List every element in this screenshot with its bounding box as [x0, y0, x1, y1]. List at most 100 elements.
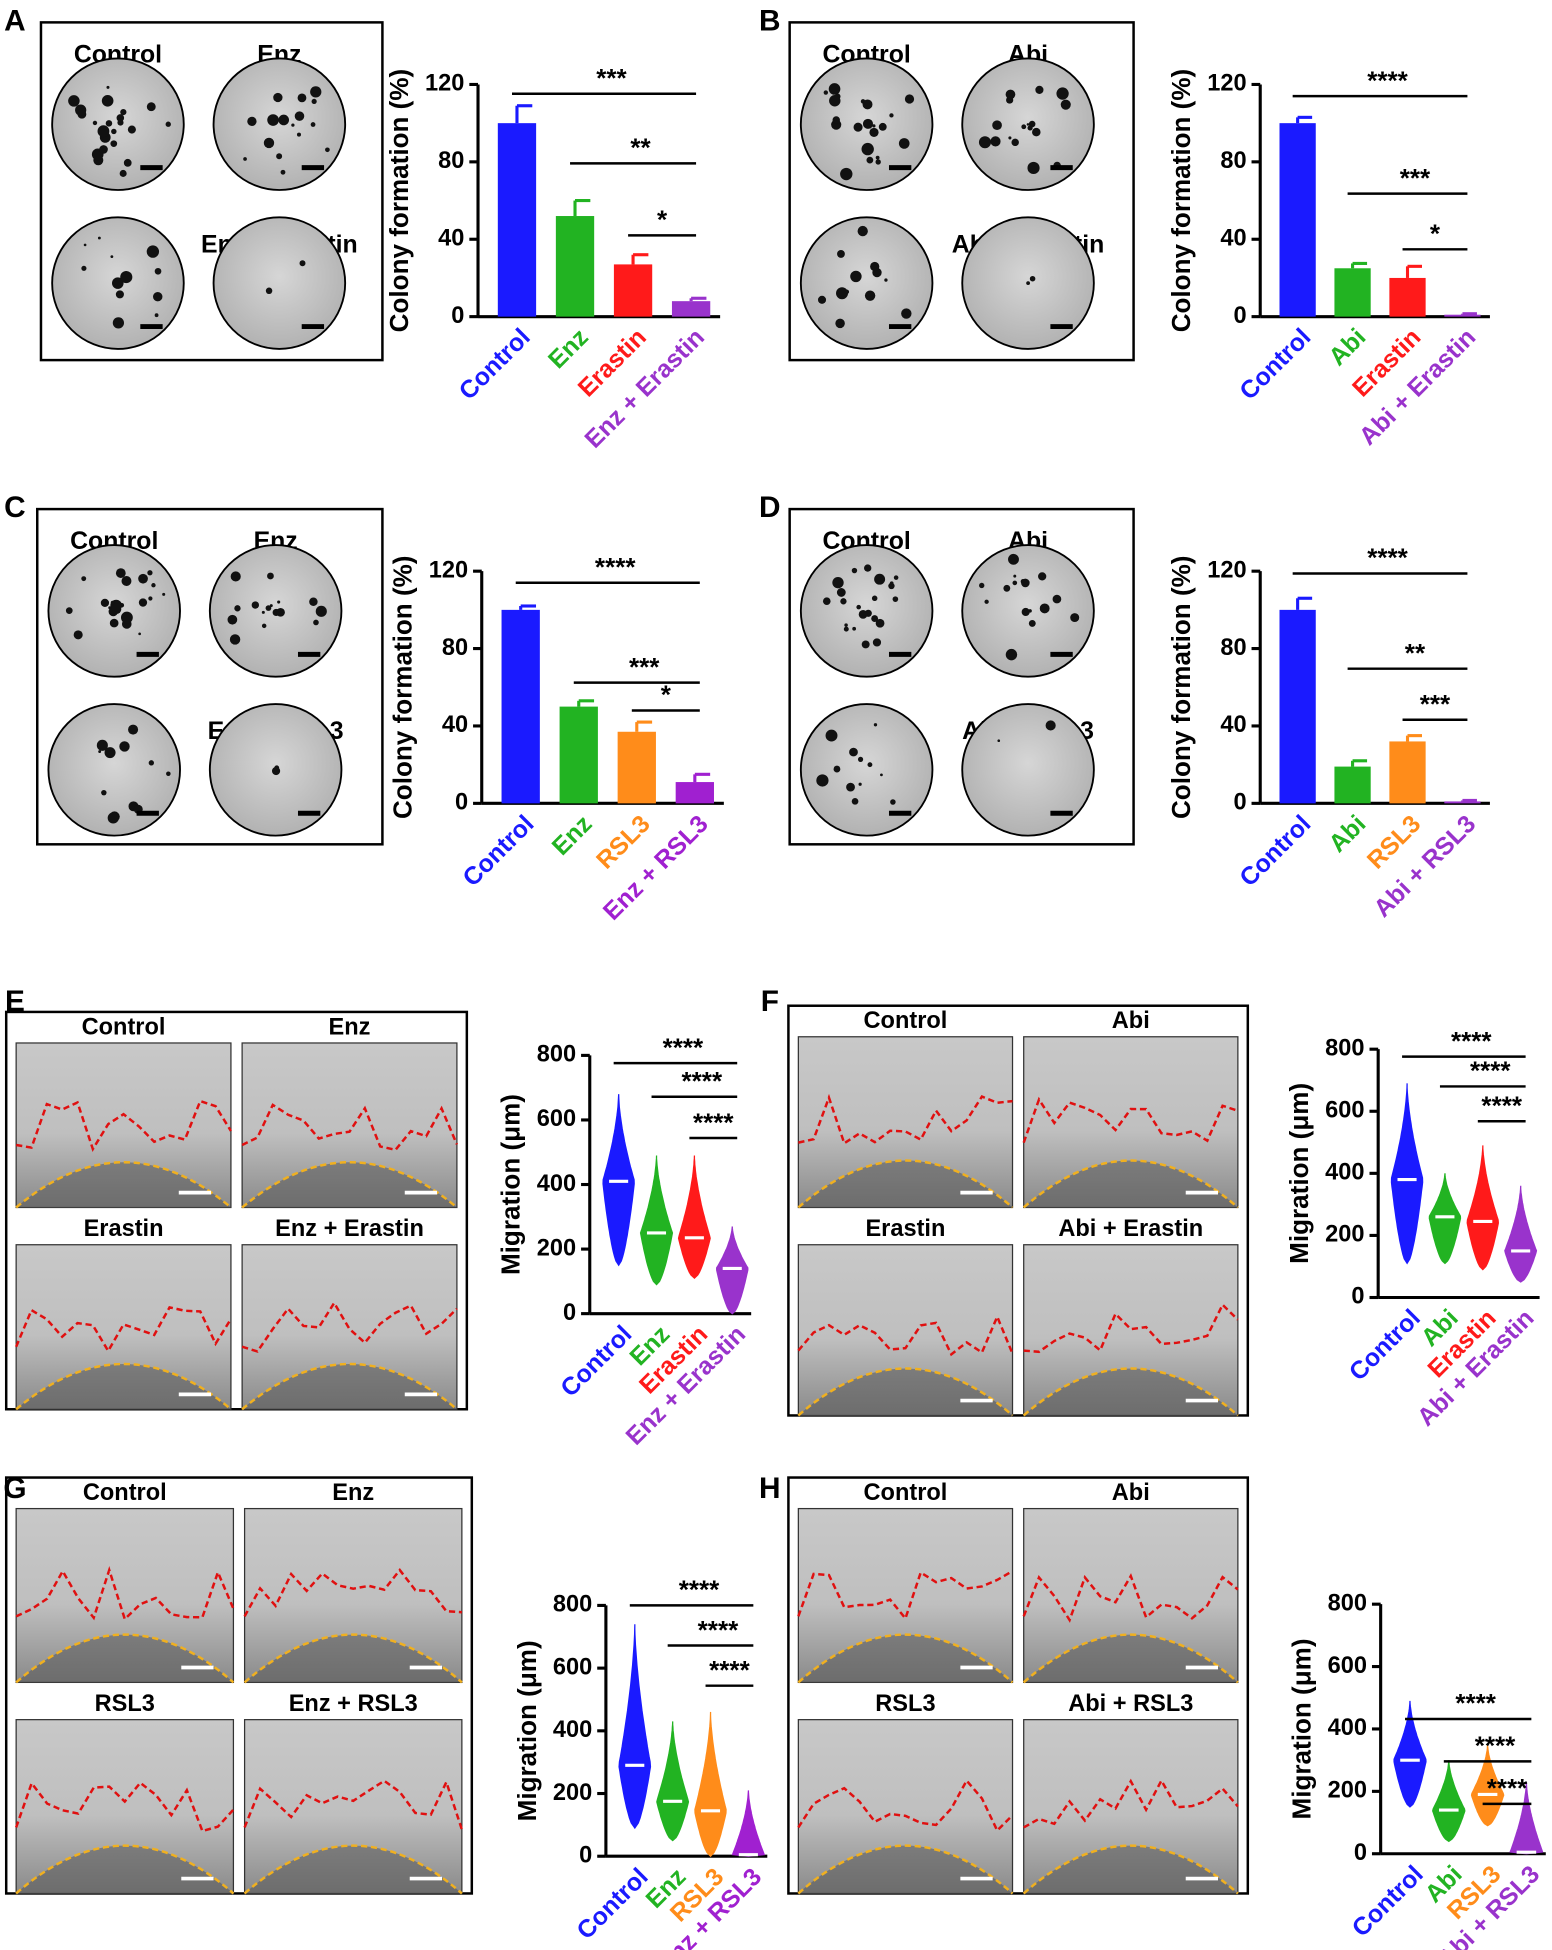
migration-front [14, 1305, 232, 1354]
colony-dot [1028, 120, 1036, 128]
colony-dot [110, 255, 114, 258]
y-tick-label: 800 [553, 1591, 592, 1617]
colony-dot [1060, 99, 1071, 110]
panel-letter: C [4, 491, 26, 524]
colony-dot [1027, 161, 1040, 175]
y-axis-label: Colony formation (%) [388, 556, 418, 820]
y-tick-label: 120 [1207, 70, 1246, 96]
colony-dot [97, 236, 101, 240]
significance-label: * [1430, 219, 1441, 249]
image-label: Abi [1112, 1479, 1150, 1505]
x-tick-label: Control [458, 811, 540, 893]
colony-dot [979, 582, 985, 589]
colony-dot [111, 128, 117, 135]
migration-front [241, 1103, 459, 1152]
colony-dot [858, 782, 862, 786]
colony-dot [1008, 553, 1019, 565]
x-tick-label: Control [454, 324, 536, 406]
colony-dot [869, 127, 879, 138]
colony-dot [325, 147, 330, 153]
colony-dot [997, 739, 1001, 743]
y-tick-label: 400 [553, 1716, 592, 1742]
y-tick-label: 200 [1325, 1221, 1364, 1247]
colony-dot [110, 600, 115, 605]
significance-label: **** [1481, 1090, 1522, 1120]
bar [1334, 268, 1371, 317]
colony-dot [872, 124, 876, 128]
bar [497, 123, 537, 317]
y-tick-label: 600 [537, 1105, 576, 1131]
colony-dot [313, 619, 319, 626]
colony-dot [852, 626, 857, 631]
colony-dot [296, 132, 301, 137]
image-label: Erastin [84, 1215, 164, 1241]
colony-dot [154, 267, 162, 275]
colony-dot [844, 289, 850, 294]
violin [1466, 1145, 1499, 1271]
colony-dot [227, 614, 238, 625]
colony-dot [1008, 136, 1012, 140]
origin-line [243, 1633, 463, 1684]
bar [1389, 741, 1426, 804]
y-tick-label: 120 [425, 70, 464, 96]
colony-dot [840, 167, 853, 181]
colony-dot [856, 604, 861, 610]
origin-line [15, 1161, 232, 1209]
significance-label: **** [693, 1107, 734, 1137]
migration-front [14, 1780, 235, 1833]
origin-line [15, 1362, 232, 1411]
colony-dot [154, 313, 159, 318]
image-label: Control [864, 1007, 948, 1033]
colony-dot [138, 598, 148, 607]
colony-dot [868, 125, 872, 129]
colony-dot [243, 157, 247, 161]
significance-label: *** [596, 63, 627, 93]
colony-dot [278, 114, 290, 126]
colony-dot [864, 290, 876, 301]
bar [555, 216, 595, 317]
bar [1279, 123, 1316, 317]
colony-dot [273, 92, 283, 103]
image-label: RSL3 [95, 1690, 155, 1716]
colony-dot [837, 250, 845, 258]
colony-dot [1056, 87, 1069, 100]
significance-label: ** [1405, 638, 1426, 668]
colony-dot [112, 277, 124, 289]
violin [1432, 1760, 1466, 1843]
image-frame [788, 507, 1135, 846]
significance-label: **** [595, 552, 636, 582]
panel-letter: G [3, 1472, 26, 1505]
colony-dot [849, 747, 858, 757]
bar [559, 706, 598, 804]
colony-dot [294, 111, 305, 121]
colony-dot [1045, 720, 1056, 731]
image-label: Enz [329, 1013, 371, 1039]
colony-dot [1029, 275, 1036, 282]
colony-dot [107, 812, 119, 824]
y-tick-label: 0 [579, 1841, 592, 1867]
violin [1393, 1700, 1427, 1808]
image-frame [4, 1476, 474, 1895]
colony-dot [904, 94, 915, 104]
bar [1334, 766, 1371, 804]
colony-dot [1038, 572, 1047, 581]
colony-dot [261, 623, 267, 629]
y-tick-label: 40 [1220, 224, 1246, 250]
significance-label: **** [1487, 1773, 1528, 1803]
significance-label: **** [1367, 543, 1408, 573]
colony-dot [1070, 613, 1080, 623]
violin [1509, 1781, 1544, 1855]
y-tick-label: 0 [455, 789, 468, 815]
colony-dot [277, 600, 281, 604]
colony-dot [1012, 580, 1018, 586]
bar [671, 301, 711, 317]
y-tick-label: 80 [442, 634, 468, 660]
y-tick-label: 800 [537, 1041, 576, 1067]
image-label: Enz + Erastin [275, 1215, 424, 1241]
migration-front [797, 1570, 1014, 1621]
colony-dot [162, 592, 166, 596]
colony-dot [861, 640, 870, 649]
y-tick-label: 0 [1351, 1283, 1364, 1309]
origin-line [1022, 1633, 1239, 1684]
y-tick-label: 120 [1207, 556, 1246, 582]
